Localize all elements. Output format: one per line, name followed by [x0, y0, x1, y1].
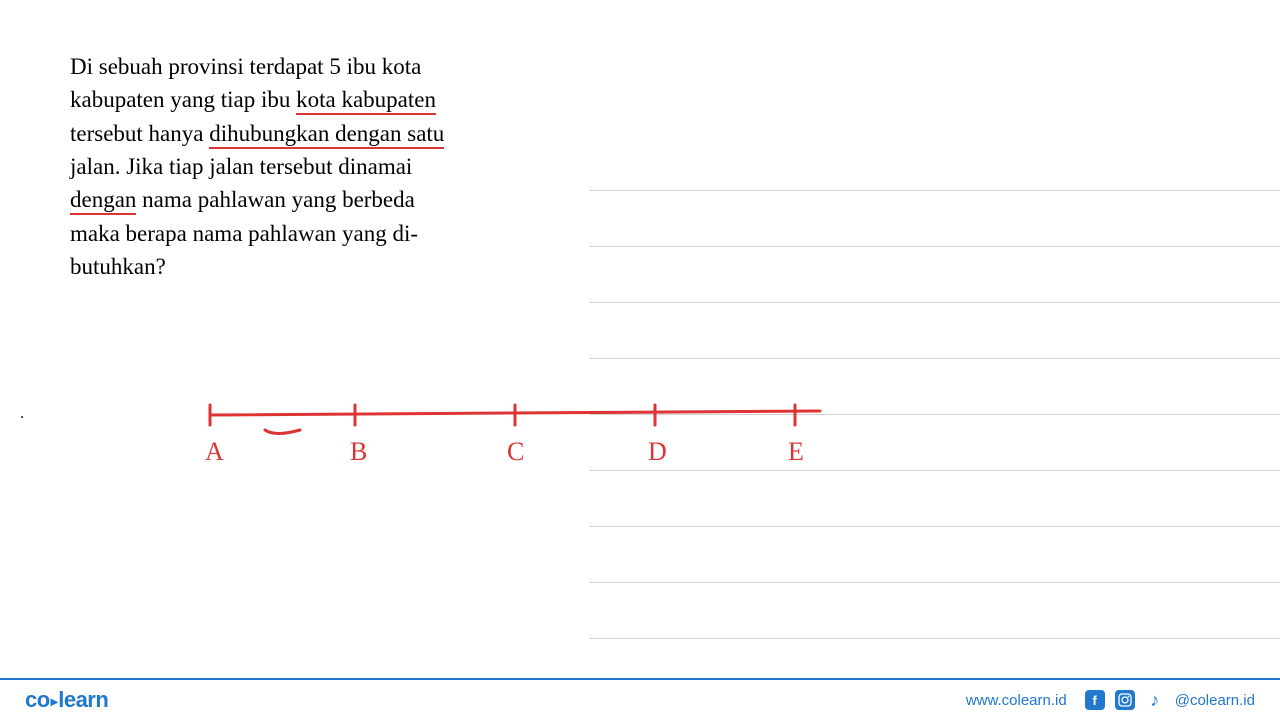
question-text: Di sebuah provinsi terdapat 5 ibu kota k… [70, 50, 540, 283]
number-line-diagram: A B C D E [170, 395, 850, 485]
logo-arrow-icon: ▸ [51, 693, 58, 709]
footer-right: www.colearn.id f ♪ @colearn.id [966, 690, 1255, 710]
question-line: jalan. Jika tiap jalan tersebut dinamai [70, 154, 412, 179]
social-handle[interactable]: @colearn.id [1175, 692, 1255, 709]
underlined-text: kota kabupaten [296, 87, 436, 115]
svg-text:A: A [205, 437, 224, 466]
question-line: nama pahlawan yang berbeda [136, 187, 414, 212]
notebook-line [590, 527, 1280, 583]
notebook-line [590, 247, 1280, 303]
notebook-line [590, 303, 1280, 359]
notebook-line [590, 135, 1280, 191]
facebook-icon[interactable]: f [1085, 690, 1105, 710]
notebook-line [590, 191, 1280, 247]
underlined-text: dengan [70, 187, 136, 215]
svg-text:E: E [788, 437, 804, 466]
footer-bar: co▸learn www.colearn.id f ♪ @colearn.id [0, 678, 1280, 720]
svg-text:C: C [507, 437, 524, 466]
notebook-line [590, 583, 1280, 639]
question-line: butuhkan? [70, 254, 166, 279]
question-line: tersebut hanya [70, 121, 209, 146]
tiktok-icon[interactable]: ♪ [1145, 690, 1165, 710]
logo-part-2: learn [58, 687, 108, 712]
underlined-text: dihubungkan dengan satu [209, 121, 444, 149]
logo-part-1: co [25, 687, 50, 712]
question-line: kabupaten yang tiap ibu [70, 87, 296, 112]
instagram-icon[interactable] [1115, 690, 1135, 710]
brand-logo: co▸learn [25, 687, 108, 713]
question-line: Di sebuah provinsi terdapat 5 ibu kota [70, 54, 421, 79]
question-line: maka berapa nama pahlawan yang di- [70, 221, 418, 246]
svg-text:D: D [648, 437, 667, 466]
website-url[interactable]: www.colearn.id [966, 692, 1067, 709]
bullet-dot: . [20, 405, 24, 423]
svg-text:B: B [350, 437, 367, 466]
notebook-lines [590, 135, 1280, 639]
